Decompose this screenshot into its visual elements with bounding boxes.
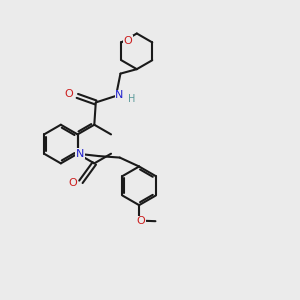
Text: N: N [116, 90, 124, 100]
Text: H: H [128, 94, 135, 104]
Text: O: O [136, 216, 145, 226]
Text: O: O [68, 178, 77, 188]
Text: O: O [65, 89, 74, 99]
Text: O: O [124, 36, 132, 46]
Text: N: N [76, 149, 84, 159]
